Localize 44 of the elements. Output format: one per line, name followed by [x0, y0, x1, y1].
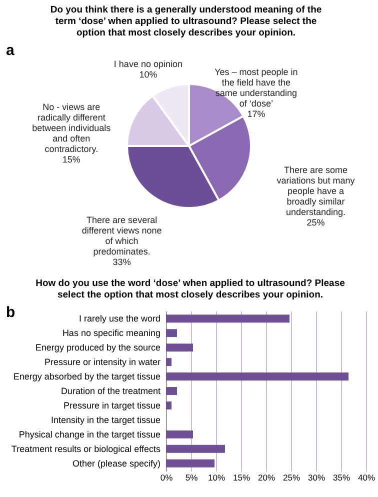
text: a — [6, 42, 15, 59]
bar — [166, 430, 193, 438]
slice-label: I have no opinion — [114, 59, 182, 70]
y-tick-label: Energy produced by the source — [35, 342, 160, 353]
y-tick-label: Intensity in the target tissue — [50, 414, 160, 425]
chart-title: Do you think there is a generally understood meaning of the term ‘dose’ when applied to ultrasound? Please select the option that most closely describes your opinion. — [50, 4, 322, 38]
y-tick-label: Energy absorbed by the target tissue — [13, 372, 160, 382]
x-tick-label: 40% — [358, 472, 376, 482]
slice-label: No - views are radically different between individuals and often contradictory. — [32, 102, 112, 154]
bar — [166, 444, 225, 453]
data-label: 33% — [112, 257, 131, 268]
bar — [166, 344, 193, 352]
bar — [166, 372, 348, 380]
x-tick-label: 20% — [258, 472, 276, 482]
bar — [166, 459, 214, 468]
bar — [166, 358, 172, 366]
bar — [166, 387, 177, 395]
slice-label: There are several different views none of which predominates. — [82, 215, 162, 257]
y-tick-label: Treatment results or biological effects — [11, 444, 161, 454]
bar — [166, 314, 290, 323]
x-tick-label: 5% — [185, 472, 198, 482]
x-tick-label: 15% — [232, 472, 250, 482]
y-tick-label: Physical change in the target tissue — [18, 429, 160, 440]
data-label: 25% — [306, 217, 325, 228]
slice-label: There are some variations but many people have a broadly similar understanding. — [276, 164, 356, 217]
y-tick-label: Duration of the treatment — [60, 386, 161, 396]
y-tick-label: I rarely use the word — [78, 314, 160, 324]
x-tick-label: 10% — [208, 472, 226, 482]
data-label: 17% — [247, 108, 266, 119]
x-tick-label: 35% — [332, 472, 350, 482]
text: b — [6, 304, 16, 321]
bar — [166, 329, 177, 338]
data-label: 15% — [62, 154, 80, 164]
y-tick-label: Other (please specify) — [72, 458, 160, 468]
x-tick-label: 30% — [308, 472, 326, 482]
chart-title: How do you use the word ‘dose’ when applied to ultrasound? Please select the option that most closely describes your opinion. — [36, 278, 345, 300]
y-tick-label: Pressure in target tissue — [63, 400, 160, 410]
data-label: 10% — [139, 70, 158, 80]
slice-label: Yes – most people in the field have the same understanding of ‘dose’ — [214, 66, 298, 108]
bar — [166, 402, 172, 410]
x-tick-label: 0% — [160, 472, 174, 482]
y-tick-label: Pressure or intensity in water — [44, 357, 160, 368]
x-tick-label: 25% — [282, 472, 300, 482]
y-tick-label: Has no specific meaning — [62, 328, 160, 338]
